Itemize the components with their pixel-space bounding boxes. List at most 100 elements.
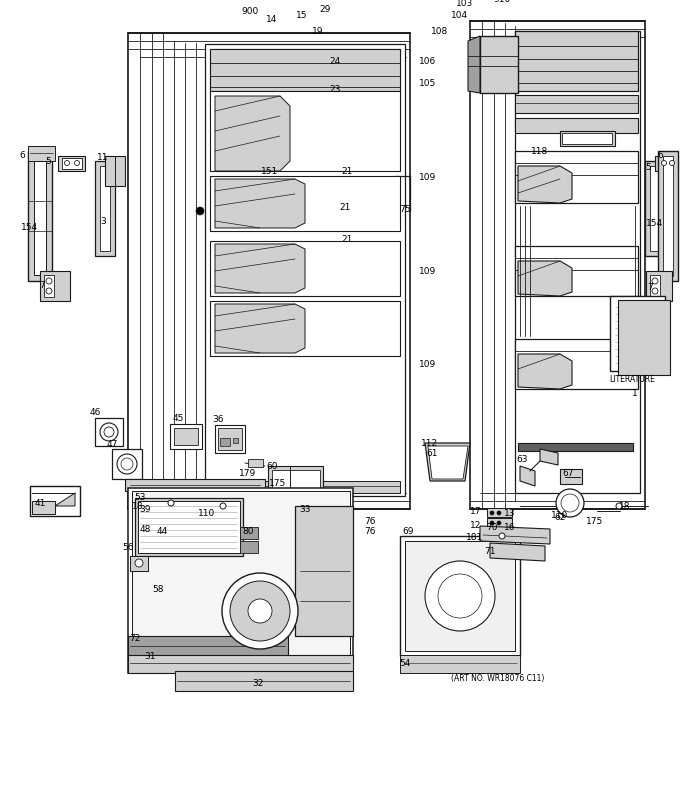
Circle shape [117,454,137,474]
Polygon shape [105,157,125,187]
Bar [128,636,288,656]
Bar [518,444,633,452]
Circle shape [121,458,133,470]
Text: 105: 105 [420,79,437,88]
Polygon shape [468,37,480,94]
Polygon shape [128,34,410,509]
Text: 6: 6 [657,150,663,159]
Bar [515,32,640,493]
Circle shape [46,289,52,294]
Text: 44: 44 [156,527,168,536]
Text: 33: 33 [299,505,311,514]
Circle shape [425,561,495,631]
Circle shape [104,427,114,437]
Polygon shape [650,276,660,298]
Bar [218,428,242,450]
Circle shape [490,512,494,515]
Circle shape [670,161,675,166]
Text: 18: 18 [619,502,631,511]
Text: 7: 7 [647,282,653,291]
Text: 21: 21 [339,202,351,211]
Bar [132,491,350,669]
Text: 32: 32 [252,679,264,688]
Text: 17: 17 [471,507,481,516]
Polygon shape [248,460,263,467]
Polygon shape [658,152,678,281]
Text: 56: 56 [122,542,134,551]
Polygon shape [520,466,535,487]
Text: 80: 80 [242,527,254,536]
Text: 181: 181 [466,532,483,541]
Text: 118: 118 [531,148,549,157]
Polygon shape [518,262,572,297]
Text: (ART NO. WR18076 C11): (ART NO. WR18076 C11) [452,674,545,683]
Text: 151: 151 [261,167,279,176]
Bar [560,470,582,484]
Bar [174,428,198,445]
Bar [268,466,323,496]
Text: 29: 29 [320,5,330,14]
Polygon shape [215,97,290,172]
Circle shape [499,534,505,539]
Polygon shape [55,493,75,506]
Polygon shape [40,272,70,302]
Circle shape [438,574,482,618]
Polygon shape [28,152,52,281]
Text: 67: 67 [562,469,574,478]
Text: 110: 110 [199,508,216,518]
Text: 910: 910 [494,0,511,5]
Text: 76: 76 [364,526,376,534]
Bar [400,536,520,656]
Polygon shape [210,50,400,122]
Text: 71: 71 [484,547,496,556]
Circle shape [497,512,501,515]
Bar [270,99,385,107]
Polygon shape [210,92,400,172]
Bar [405,541,515,651]
Text: 6: 6 [19,150,25,159]
Circle shape [561,495,579,513]
Polygon shape [32,501,55,514]
Bar [240,541,258,553]
Polygon shape [562,134,612,145]
Bar [515,119,638,134]
Text: 54: 54 [399,659,411,667]
Text: 58: 58 [152,585,164,594]
Text: 39: 39 [139,505,151,514]
Text: 109: 109 [420,360,437,369]
Text: 15: 15 [296,11,308,19]
Circle shape [222,573,298,649]
Polygon shape [470,22,645,509]
Circle shape [135,560,143,568]
Polygon shape [62,159,82,169]
Polygon shape [428,446,468,479]
Polygon shape [518,354,572,389]
Circle shape [196,208,204,216]
Text: 48: 48 [139,524,151,533]
Text: 16: 16 [505,521,515,531]
Polygon shape [44,276,54,298]
Text: 175: 175 [586,517,604,526]
Text: 70: 70 [486,521,498,531]
Circle shape [168,500,174,506]
Text: 21: 21 [341,167,353,176]
Text: 36: 36 [212,415,224,424]
Bar [210,177,400,232]
Text: 109: 109 [420,267,437,277]
Text: 63: 63 [516,455,528,464]
Bar [400,655,520,673]
Bar [138,501,240,553]
Circle shape [662,161,666,166]
Text: 5: 5 [45,157,51,166]
Bar [95,418,123,446]
Polygon shape [487,518,512,527]
Text: 69: 69 [403,527,413,536]
Bar [130,556,148,571]
Text: 7: 7 [39,280,45,290]
Text: 72: 72 [129,633,141,642]
Polygon shape [95,162,115,257]
Text: 12: 12 [471,520,481,529]
Text: 24: 24 [329,58,341,67]
Text: 62: 62 [554,512,566,521]
Polygon shape [646,272,672,302]
